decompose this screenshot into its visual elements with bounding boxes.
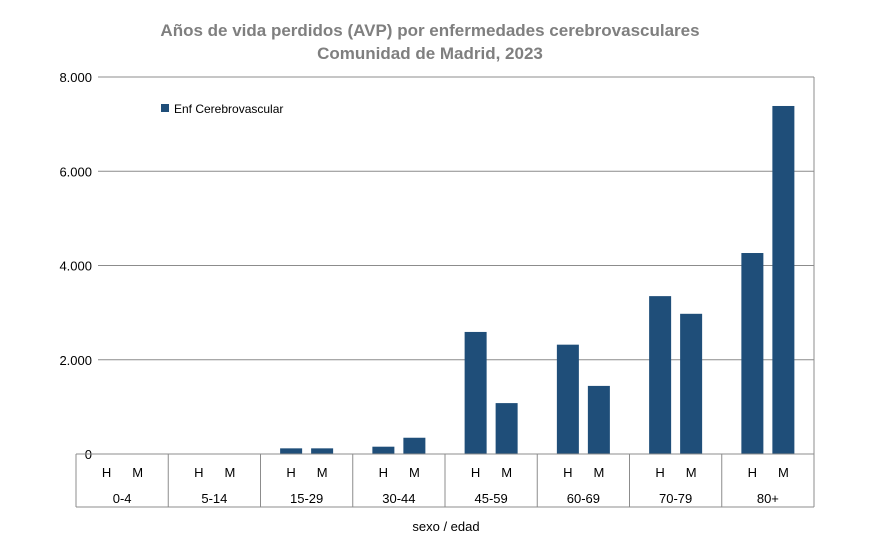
bar [372,446,395,454]
x-group-label: 80+ [757,491,779,506]
x-axis-label: sexo / edad [412,519,479,534]
bar [280,448,303,454]
x-subcategory-label: M [317,465,328,480]
x-group-label: 60-69 [567,491,600,506]
bar [464,331,487,454]
x-subcategory-label: M [132,465,143,480]
x-group-label: 70-79 [659,491,692,506]
x-group-label: 15-29 [290,491,323,506]
x-subcategory-label: M [501,465,512,480]
x-subcategory-label: M [409,465,420,480]
y-tick-label: 6.000 [59,164,92,179]
legend-swatch [161,104,169,112]
x-subcategory-label: H [379,465,388,480]
chart-title: Años de vida perdidos (AVP) por enfermed… [160,21,699,40]
legend-label: Enf Cerebrovascular [174,102,283,116]
x-subcategory-label: M [593,465,604,480]
bar [772,105,795,454]
x-subcategory-label: H [102,465,111,480]
bar [311,448,334,454]
y-tick-label: 4.000 [59,259,92,274]
bar [680,313,703,454]
x-subcategory-label: H [563,465,572,480]
x-subcategory-label: H [194,465,203,480]
legend: Enf Cerebrovascular [161,102,283,116]
x-subcategory-label: H [748,465,757,480]
bar [587,385,610,454]
x-subcategory-label: M [224,465,235,480]
x-group-label: 30-44 [382,491,415,506]
bar [495,403,518,454]
x-group-label: 5-14 [201,491,227,506]
x-group-label: 45-59 [475,491,508,506]
x-group-label: 0-4 [113,491,132,506]
bar [556,344,579,454]
bar [649,296,672,454]
bar [741,253,764,454]
y-tick-label: 8.000 [59,70,92,85]
x-subcategory-label: M [686,465,697,480]
chart-subtitle: Comunidad de Madrid, 2023 [317,44,543,63]
x-subcategory-label: M [778,465,789,480]
x-subcategory-label: H [286,465,295,480]
x-subcategory-label: H [655,465,664,480]
x-subcategory-label: H [471,465,480,480]
y-tick-label: 2.000 [59,353,92,368]
bar [403,437,426,454]
